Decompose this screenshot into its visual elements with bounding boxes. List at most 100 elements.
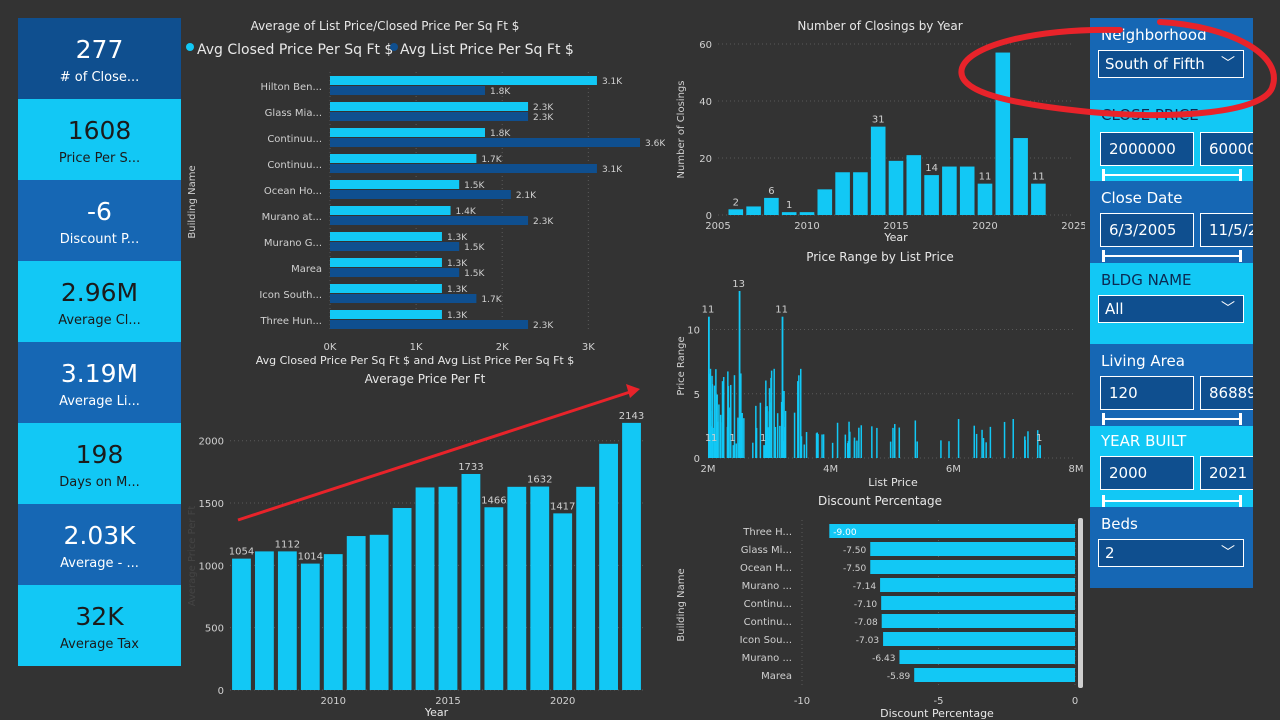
bar[interactable] [715,369,717,458]
bar[interactable] [330,268,460,277]
bar[interactable] [783,390,785,458]
bar[interactable] [765,439,768,458]
bar[interactable] [848,421,850,458]
bar[interactable] [728,209,744,215]
slider-handle-max[interactable] [1239,413,1242,425]
bar[interactable] [844,434,847,458]
bar[interactable] [330,138,640,147]
bar[interactable] [799,368,802,458]
bar[interactable] [942,166,957,215]
bar[interactable] [732,445,735,458]
bar[interactable] [799,212,815,215]
bar[interactable] [330,86,485,95]
bar[interactable] [784,410,787,458]
bar[interactable] [768,388,771,458]
living-area-max-input[interactable]: 86889 [1200,376,1253,410]
bar[interactable] [746,206,761,215]
bar[interactable] [975,433,978,458]
bar[interactable] [255,551,274,690]
closings-by-year-chart[interactable]: Number of Closings by Year 0 20 40 60 2005 201… [670,14,1085,250]
bar[interactable] [727,371,729,458]
bar[interactable] [740,373,742,458]
year-built-min-input[interactable]: 2000 [1100,456,1194,490]
bar[interactable] [881,596,1075,610]
bar[interactable] [888,160,904,215]
bar[interactable] [763,445,765,458]
bar[interactable] [1024,436,1026,458]
bar[interactable] [805,432,808,458]
bar[interactable] [330,128,485,137]
bar[interactable] [576,486,596,690]
bar[interactable] [849,431,851,458]
close-price-min-input[interactable]: 2000000 [1100,132,1194,166]
bar[interactable] [774,426,777,458]
slider-handle-max[interactable] [1239,169,1242,181]
slider-handle-min[interactable] [1102,169,1105,181]
bar[interactable] [729,384,732,458]
bar[interactable] [853,172,868,215]
bar[interactable] [995,52,1011,215]
bar[interactable] [1013,138,1028,215]
bar[interactable] [898,427,901,458]
bar[interactable] [716,394,718,458]
bar[interactable] [330,216,529,225]
bar[interactable] [1036,430,1039,458]
bar[interactable] [883,632,1075,646]
bar[interactable] [369,534,389,690]
bar[interactable] [330,190,511,199]
bar[interactable] [599,443,618,690]
close-price-slider[interactable] [1102,169,1242,181]
bar[interactable] [765,416,767,458]
bar[interactable] [718,404,720,458]
bar[interactable] [871,426,873,458]
bar[interactable] [916,441,918,458]
bar[interactable] [829,524,1075,538]
bar[interactable] [767,427,769,458]
bar[interactable] [831,442,834,458]
bar[interactable] [914,420,917,458]
bar[interactable] [977,183,993,215]
bar[interactable] [709,432,712,458]
bar[interactable] [836,422,839,458]
slider-handle-min[interactable] [1102,495,1105,507]
bar[interactable] [899,650,1075,664]
bar[interactable] [735,443,738,458]
bar[interactable] [719,414,722,458]
living-area-min-input[interactable]: 120 [1100,376,1194,410]
bar[interactable] [346,536,366,690]
bar[interactable] [860,425,863,458]
slider-handle-min[interactable] [1102,413,1105,425]
bar[interactable] [985,442,987,458]
bar[interactable] [743,418,745,458]
bar[interactable] [1039,445,1041,458]
bar[interactable] [948,441,950,458]
bar[interactable] [940,440,942,458]
bar[interactable] [330,206,451,215]
bar[interactable] [330,242,460,251]
bar[interactable] [797,381,799,458]
bar[interactable] [1031,183,1046,215]
bar[interactable] [729,407,731,458]
bar[interactable] [727,417,729,458]
bar[interactable] [530,486,550,690]
bar[interactable] [779,425,781,458]
bar[interactable] [323,554,343,690]
bar[interactable] [300,563,320,690]
bar[interactable] [870,560,1075,574]
kpi-card-discount[interactable]: -6 Discount P... [18,180,181,261]
bar[interactable] [773,368,775,458]
bar[interactable] [880,578,1075,592]
bar[interactable] [330,154,477,163]
beds-dropdown[interactable]: 2 ﹀ [1098,539,1244,567]
bar[interactable] [755,427,758,458]
bar[interactable] [770,402,772,458]
neighborhood-dropdown[interactable]: South of Fifth ﹀ [1098,50,1244,78]
kpi-card-average[interactable]: 2.03K Average - ... [18,504,181,585]
bar[interactable] [816,432,818,458]
bar[interactable] [781,212,797,215]
bar[interactable] [989,426,992,458]
bar[interactable] [330,284,442,293]
bar[interactable] [793,412,796,458]
living-area-slider[interactable] [1102,413,1242,425]
